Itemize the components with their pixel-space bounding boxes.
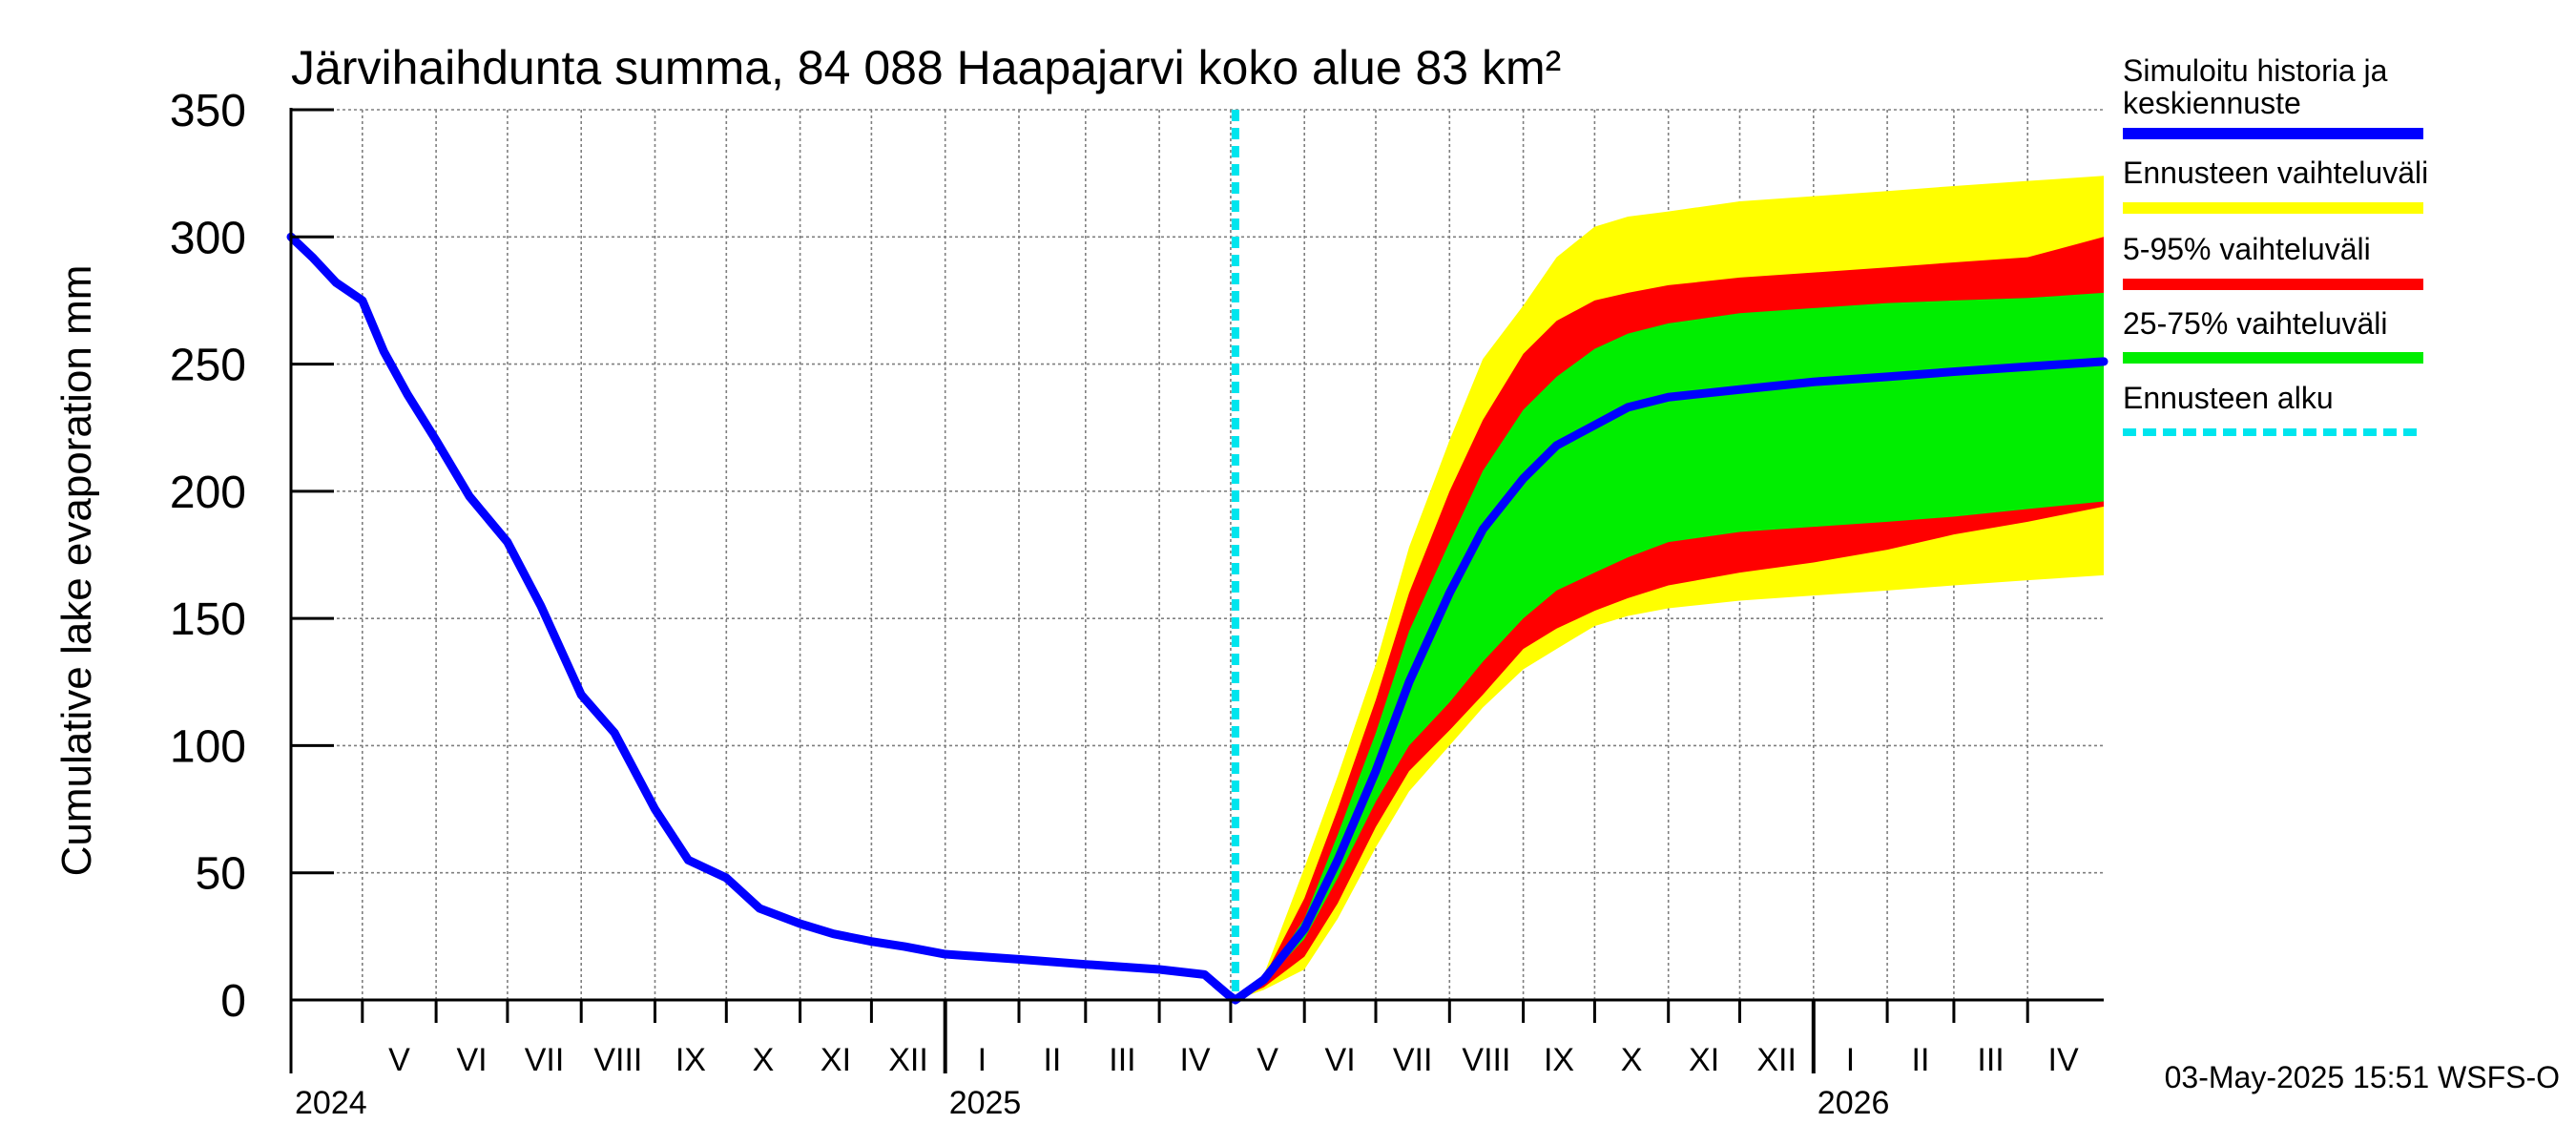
y-tick-label: 50 [196, 849, 246, 900]
legend-label: Simuloitu historia ja keskiennuste [2123, 53, 2388, 120]
legend-item: 25-75% vaihteluväli [2123, 306, 2423, 364]
month-label: VII [1393, 1042, 1433, 1078]
year-label: 2025 [949, 1085, 1022, 1121]
forecast-bands [1235, 176, 2104, 1001]
legend-item: Ennusteen alku [2123, 381, 2423, 436]
y-tick-label: 200 [170, 468, 246, 518]
month-label: IV [2048, 1042, 2079, 1078]
year-label: 2026 [1818, 1085, 1890, 1121]
legend: Simuloitu historia ja keskiennuste Ennuste… [2123, 53, 2428, 436]
month-label: II [1043, 1042, 1061, 1078]
month-label: II [1912, 1042, 1930, 1078]
month-label: VI [456, 1042, 487, 1078]
y-tick-label: 0 [220, 976, 246, 1027]
y-tick-label: 300 [170, 213, 246, 263]
band-25-75% vaihteluväli [1235, 292, 2104, 1001]
month-label: VIII [1462, 1042, 1510, 1078]
y-tick-label: 100 [170, 721, 246, 772]
y-tick-label: 350 [170, 86, 246, 136]
timestamp-label: 03-May-2025 15:51 WSFS-O [2165, 1060, 2560, 1094]
y-tick-label: 250 [170, 341, 246, 391]
legend-label: Ennusteen vaihteluväli [2123, 156, 2428, 190]
month-label: XII [888, 1042, 928, 1078]
month-label: X [753, 1042, 775, 1078]
month-label: V [1257, 1042, 1278, 1078]
month-labels: V VI VII VIII IX X XI XII I II III IV V VI VII VIII IX X X… [388, 1042, 2079, 1078]
axes [289, 108, 2104, 1073]
month-label: VI [1325, 1042, 1356, 1078]
legend-item: Ennusteen vaihteluväli [2123, 156, 2428, 214]
year-label: 2024 [295, 1085, 367, 1121]
y-tick-label: 150 [170, 594, 246, 645]
series-lines [286, 110, 2109, 1005]
legend-item: Simuloitu historia ja keskiennuste [2123, 53, 2423, 139]
legend-item: 5-95% vaihteluväli [2123, 232, 2423, 290]
month-label: X [1621, 1042, 1643, 1078]
y-axis-label: Cumulative lake evaporation mm [53, 265, 100, 877]
series-line-mean [286, 232, 2109, 1005]
month-label: VII [525, 1042, 565, 1078]
month-label: IX [675, 1042, 706, 1078]
month-label: IV [1179, 1042, 1210, 1078]
legend-label: Ennusteen alku [2123, 381, 2334, 415]
legend-label: 5-95% vaihteluväli [2123, 232, 2371, 266]
month-label: I [978, 1042, 987, 1078]
year-labels: 2024 2025 2026 [295, 1085, 1889, 1121]
legend-label: 25-75% vaihteluväli [2123, 306, 2388, 341]
y-tick-labels: 0 50 100 150 200 250 300 350 [170, 86, 246, 1027]
month-label: I [1846, 1042, 1855, 1078]
month-label: V [388, 1042, 410, 1078]
month-label: IX [1544, 1042, 1574, 1078]
chart-title: Järvihaihdunta summa, 84 088 Haapajarvi … [291, 41, 1561, 94]
month-label: XII [1756, 1042, 1797, 1078]
month-label: VIII [593, 1042, 642, 1078]
month-label: III [1109, 1042, 1135, 1078]
month-label: III [1977, 1042, 2004, 1078]
month-label: XI [1689, 1042, 1719, 1078]
month-label: XI [821, 1042, 851, 1078]
